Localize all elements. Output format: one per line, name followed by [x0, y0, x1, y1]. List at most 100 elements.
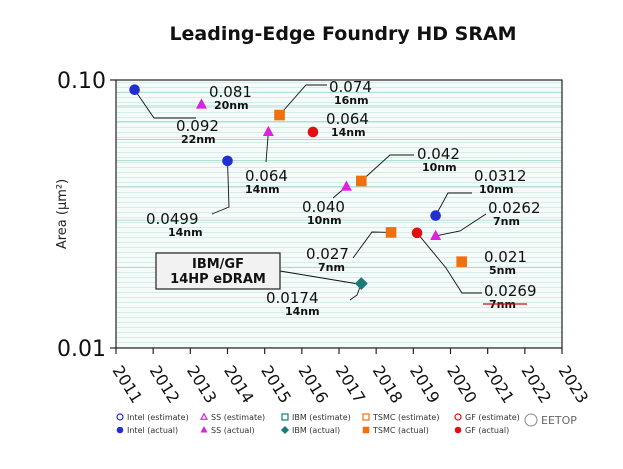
- node-label: 14nm: [245, 183, 280, 196]
- legend-label: Intel (actual): [127, 426, 178, 435]
- legend-label: SS (actual): [211, 426, 255, 435]
- data-label: 0.0262: [488, 199, 541, 217]
- node-label: 14nm: [285, 305, 320, 318]
- legend-marker: [199, 412, 209, 420]
- data-label: 0.0174: [266, 289, 319, 307]
- legend-marker: [454, 413, 462, 421]
- leader-lines: [134, 84, 487, 301]
- data-point: [354, 277, 368, 290]
- leader-line: [435, 213, 487, 237]
- callout-text: IBM/GF: [192, 257, 244, 272]
- x-tick-label: 2017: [332, 362, 370, 407]
- data-label: 0.040: [302, 198, 345, 216]
- watermark: EETOP: [524, 413, 577, 427]
- legend-marker: [454, 426, 462, 434]
- data-label: 0.027: [306, 245, 349, 263]
- watermark-icon: [524, 413, 538, 427]
- leader-line: [416, 232, 482, 294]
- leader-line: [360, 154, 414, 182]
- node-label: 7nm: [318, 261, 345, 274]
- data-label: 0.042: [417, 145, 460, 163]
- chart-title: Leading-Edge Foundry HD SRAM: [169, 23, 516, 45]
- x-tick-label: 2016: [294, 362, 332, 407]
- node-label: 20nm: [214, 99, 249, 112]
- data-label: 0.064: [245, 167, 288, 185]
- grid: [116, 80, 562, 348]
- legend-label: TSMC (estimate): [372, 413, 439, 422]
- data-point: [385, 227, 397, 238]
- data-label: 0.081: [209, 83, 252, 101]
- data-point: [340, 180, 352, 191]
- grid-fill: [116, 80, 562, 348]
- data-point: [411, 227, 423, 239]
- data-point: [430, 229, 442, 240]
- y-tick-label: 0.10: [57, 69, 106, 94]
- data-labels: 0.09222nm0.08120nm0.049914nm0.06414nm0.0…: [146, 78, 541, 318]
- x-tick-label: 2019: [406, 362, 444, 407]
- data-point: [355, 175, 367, 187]
- callout-box: [155, 252, 281, 290]
- x-tick-label: 2013: [183, 362, 221, 407]
- x-ticks: 2011 2012 2013 2014 2015 2016 2017 2018 2019 2020…: [109, 348, 592, 407]
- node-label: 14nm: [331, 126, 366, 139]
- x-tick-label: 2012: [146, 362, 184, 407]
- legend-marker: [362, 413, 370, 421]
- x-tick-label: 2022: [517, 362, 555, 407]
- node-label: 22nm: [181, 133, 216, 146]
- data-points: [129, 84, 467, 290]
- legend-label: GF (actual): [465, 426, 509, 435]
- node-label: 16nm: [334, 94, 369, 107]
- node-label: 7nm: [493, 215, 520, 228]
- legend-marker: [362, 426, 370, 434]
- y-ticks: 0.01 0.10: [57, 69, 116, 362]
- data-label: 0.0312: [474, 167, 527, 185]
- x-tick-label: 2018: [369, 362, 407, 407]
- data-label: 0.074: [329, 78, 372, 96]
- legend-label: Intel (estimate): [127, 413, 189, 422]
- node-label: 10nm: [307, 214, 342, 227]
- data-label: 0.064: [326, 110, 369, 128]
- legend-marker: [116, 426, 124, 434]
- watermark-text: EETOP: [541, 414, 577, 427]
- node-label: 5nm: [489, 264, 516, 277]
- legend-label: IBM (estimate): [292, 413, 351, 422]
- leader-line: [211, 160, 230, 215]
- node-label: 10nm: [422, 161, 457, 174]
- data-point: [274, 109, 285, 121]
- data-label: 0.021: [484, 248, 527, 266]
- x-tick-label: 2011: [109, 362, 147, 407]
- legend-marker: [116, 413, 124, 421]
- legend-label: SS (estimate): [211, 413, 265, 422]
- legend: Intel (estimate) SS (estimate) IBM (estima…: [116, 412, 520, 435]
- data-point: [222, 155, 233, 167]
- data-point: [430, 210, 441, 221]
- y-tick-label: 0.01: [57, 337, 106, 362]
- x-tick-label: 2021: [480, 362, 518, 407]
- callout-pointer: [279, 270, 356, 285]
- data-label: 0.092: [176, 117, 219, 135]
- legend-label: IBM (actual): [292, 426, 340, 435]
- leader-line: [279, 84, 327, 116]
- legend-marker: [200, 426, 208, 433]
- node-label: 10nm: [479, 183, 514, 196]
- leader-line: [352, 231, 392, 259]
- y-axis-label: Area (μm²): [55, 179, 70, 249]
- x-tick-label: 2014: [220, 362, 258, 407]
- data-label: 0.0269: [484, 282, 537, 300]
- legend-marker: [280, 425, 290, 435]
- x-tick-label: 2020: [443, 362, 481, 407]
- data-point: [195, 98, 207, 109]
- data-point: [456, 256, 467, 267]
- legend-marker: [281, 413, 289, 421]
- legend-label: TSMC (actual): [372, 426, 429, 435]
- legend-label: GF (estimate): [465, 413, 520, 422]
- data-point: [262, 125, 274, 136]
- data-point: [129, 84, 140, 96]
- data-point: [307, 126, 319, 138]
- data-label: 0.0499: [146, 210, 199, 228]
- leader-line: [265, 131, 269, 163]
- node-label: 14nm: [168, 226, 203, 239]
